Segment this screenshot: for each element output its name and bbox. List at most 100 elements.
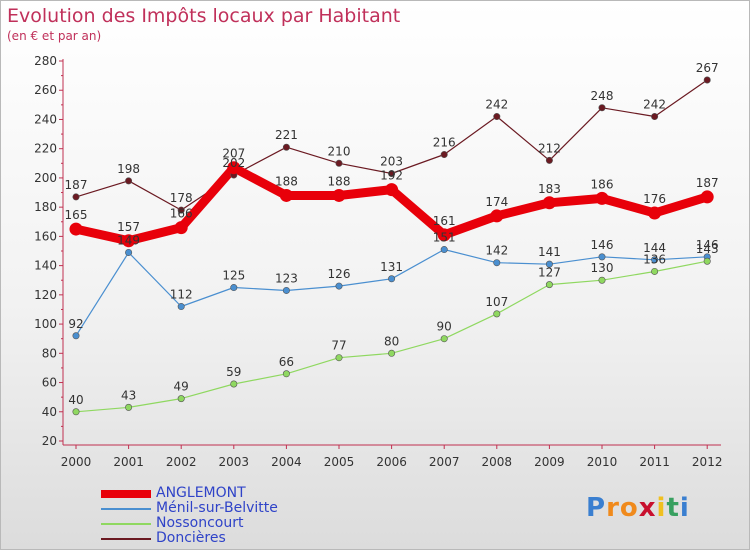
data-label-m-nil-sur-belvitte: 146 <box>696 238 719 252</box>
x-tick-label: 2006 <box>376 455 407 469</box>
point-nossoncourt <box>72 408 80 416</box>
logo-letter: P <box>586 493 607 523</box>
point-donci-res <box>388 170 396 178</box>
data-label-m-nil-sur-belvitte: 112 <box>170 288 193 302</box>
y-tick-label: 280 <box>34 54 57 68</box>
point-nossoncourt <box>230 380 238 388</box>
logo-letter: i <box>656 493 667 523</box>
legend-swatch <box>101 523 151 525</box>
data-label-anglemont: 183 <box>538 182 561 196</box>
point-m-nil-sur-belvitte <box>388 275 396 283</box>
point-m-nil-sur-belvitte <box>493 259 501 267</box>
data-label-nossoncourt: 143 <box>696 242 719 256</box>
data-label-m-nil-sur-belvitte: 149 <box>117 233 140 247</box>
data-label-m-nil-sur-belvitte: 131 <box>380 260 403 274</box>
data-label-anglemont: 161 <box>433 214 456 228</box>
data-label-nossoncourt: 127 <box>538 266 561 280</box>
x-tick-label: 2005 <box>324 455 355 469</box>
legend-label: Doncières <box>156 530 226 546</box>
data-label-anglemont: 187 <box>696 176 719 190</box>
point-nossoncourt <box>388 349 396 357</box>
y-tick-label: 160 <box>34 229 57 243</box>
point-donci-res <box>493 113 501 121</box>
point-donci-res <box>703 76 711 84</box>
data-label-donci-res: 187 <box>65 178 88 192</box>
y-tick-label: 240 <box>34 112 57 126</box>
data-label-donci-res: 221 <box>275 128 298 142</box>
data-label-nossoncourt: 136 <box>643 252 666 266</box>
data-label-anglemont: 188 <box>275 174 298 188</box>
logo-letter: o <box>619 493 639 523</box>
data-label-anglemont: 186 <box>591 177 614 191</box>
data-label-donci-res: 212 <box>538 141 561 155</box>
y-tick-label: 120 <box>34 288 57 302</box>
point-nossoncourt <box>598 276 606 284</box>
point-donci-res <box>440 151 448 159</box>
point-donci-res <box>125 177 133 185</box>
point-donci-res <box>651 113 659 121</box>
point-m-nil-sur-belvitte <box>230 284 238 292</box>
data-label-m-nil-sur-belvitte: 126 <box>328 267 351 281</box>
logo-letter: x <box>638 493 657 523</box>
data-label-anglemont: 188 <box>328 174 351 188</box>
point-nossoncourt <box>125 403 133 411</box>
chart-title: Evolution des Impôts locaux par Habitant <box>7 5 401 27</box>
y-tick-label: 60 <box>42 376 57 390</box>
point-nossoncourt <box>177 395 185 403</box>
data-label-m-nil-sur-belvitte: 92 <box>68 317 83 331</box>
legend-swatch <box>101 538 151 540</box>
data-label-nossoncourt: 107 <box>485 295 508 309</box>
data-label-donci-res: 242 <box>485 98 508 112</box>
x-tick-label: 2008 <box>482 455 513 469</box>
point-anglemont <box>490 209 504 223</box>
data-label-nossoncourt: 130 <box>591 261 614 275</box>
data-label-nossoncourt: 40 <box>68 393 83 407</box>
data-label-nossoncourt: 43 <box>121 388 136 402</box>
data-label-m-nil-sur-belvitte: 141 <box>538 245 561 259</box>
y-tick-label: 40 <box>42 405 57 419</box>
data-label-anglemont: 157 <box>117 220 140 234</box>
logo-letter: t <box>666 493 680 523</box>
data-label-anglemont: 192 <box>380 169 403 183</box>
x-tick-label: 2009 <box>534 455 565 469</box>
data-label-nossoncourt: 66 <box>279 355 294 369</box>
point-anglemont <box>279 188 293 202</box>
point-anglemont <box>700 190 714 204</box>
data-label-donci-res: 248 <box>591 89 614 103</box>
data-label-nossoncourt: 59 <box>226 365 241 379</box>
point-nossoncourt <box>703 257 711 265</box>
data-label-anglemont: 176 <box>643 192 666 206</box>
y-tick-label: 220 <box>34 142 57 156</box>
legend-swatch <box>101 490 151 498</box>
logo-letter: i <box>679 493 690 523</box>
point-donci-res <box>545 156 553 164</box>
point-anglemont <box>332 188 346 202</box>
point-m-nil-sur-belvitte <box>282 286 290 294</box>
point-m-nil-sur-belvitte <box>125 248 133 256</box>
point-donci-res <box>177 206 185 214</box>
data-label-anglemont: 165 <box>65 208 88 222</box>
point-nossoncourt <box>493 310 501 318</box>
point-donci-res <box>72 193 80 201</box>
x-tick-label: 2003 <box>219 455 250 469</box>
data-label-anglemont: 174 <box>485 195 508 209</box>
point-donci-res <box>598 104 606 112</box>
data-label-nossoncourt: 90 <box>437 320 452 334</box>
data-label-m-nil-sur-belvitte: 125 <box>222 269 245 283</box>
point-m-nil-sur-belvitte <box>440 246 448 254</box>
point-anglemont <box>174 221 188 235</box>
data-label-donci-res: 202 <box>222 156 245 170</box>
data-label-m-nil-sur-belvitte: 146 <box>591 238 614 252</box>
point-m-nil-sur-belvitte <box>598 253 606 261</box>
point-donci-res <box>282 143 290 151</box>
y-tick-label: 20 <box>42 434 57 448</box>
point-m-nil-sur-belvitte <box>335 282 343 290</box>
proxiti-logo: Proxiti <box>586 493 690 523</box>
data-label-m-nil-sur-belvitte: 151 <box>433 231 456 245</box>
point-anglemont <box>227 161 241 175</box>
x-tick-label: 2004 <box>271 455 302 469</box>
point-anglemont <box>122 234 136 248</box>
legend-swatch <box>101 508 151 510</box>
point-nossoncourt <box>545 281 553 289</box>
